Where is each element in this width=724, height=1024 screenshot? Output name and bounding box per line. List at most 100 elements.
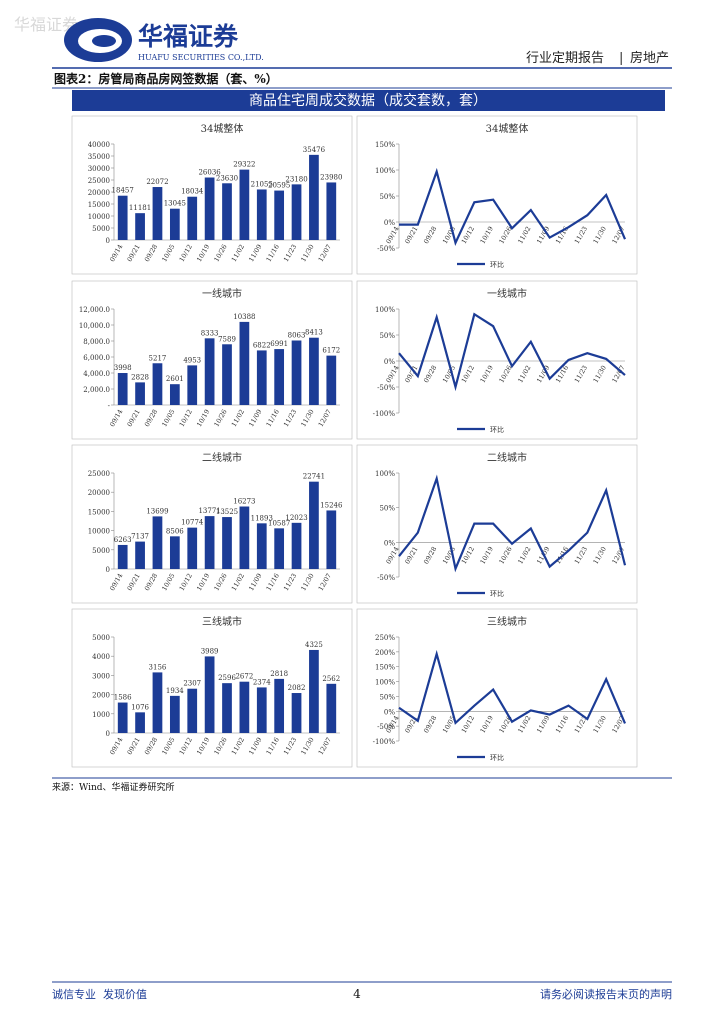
bar	[256, 523, 267, 569]
y-tick-label: 50%	[379, 332, 395, 340]
chart-title: 34城整体	[201, 122, 244, 135]
bar	[291, 522, 302, 569]
data-label: 6263	[114, 536, 132, 544]
bar	[204, 516, 215, 569]
data-label: 3989	[201, 647, 219, 655]
legend-label: 环比	[490, 425, 504, 434]
bar	[274, 349, 285, 405]
data-label: 3156	[149, 663, 167, 671]
y-tick-label: 15000	[88, 508, 110, 516]
bar	[326, 510, 337, 569]
bar	[169, 695, 180, 733]
data-label: 13045	[164, 200, 186, 208]
y-tick-label: 20000	[88, 489, 110, 497]
y-tick-label: 50%	[379, 693, 395, 701]
y-tick-label: -50%	[377, 245, 395, 253]
bar	[291, 693, 302, 733]
bar	[204, 338, 215, 405]
chart-title: 一线城市	[202, 287, 242, 300]
data-label: 6172	[322, 347, 340, 355]
chart-panel	[356, 115, 638, 275]
data-label: 23180	[285, 175, 307, 183]
data-label: 10587	[268, 519, 290, 527]
bar	[204, 656, 215, 733]
bar	[274, 678, 285, 733]
data-label: 7589	[218, 335, 236, 343]
y-tick-label: 0	[106, 566, 110, 574]
bar	[309, 154, 319, 240]
data-label: 13771	[198, 507, 220, 515]
bar	[187, 365, 198, 405]
y-tick-label: 250%	[375, 634, 395, 642]
bar	[169, 208, 180, 240]
data-label: 20595	[268, 182, 290, 190]
bar	[135, 382, 145, 405]
data-label: 10774	[181, 519, 204, 527]
data-label: 10388	[233, 313, 255, 321]
y-tick-label: -50%	[377, 723, 395, 731]
bar	[309, 649, 319, 733]
y-tick-label: 200%	[375, 649, 395, 657]
bar	[117, 373, 128, 405]
bar	[239, 681, 250, 733]
chart-panel	[356, 608, 638, 768]
line-series	[399, 167, 627, 247]
bar	[256, 350, 267, 405]
y-tick-label: 5000	[92, 547, 110, 555]
y-tick-label: -	[108, 402, 111, 410]
data-label: 29322	[233, 161, 255, 169]
bar	[222, 683, 232, 733]
y-tick-label: 6,000.0	[83, 354, 110, 362]
bar	[152, 187, 163, 240]
data-label: 15246	[320, 501, 343, 509]
data-label: 1076	[131, 703, 149, 711]
y-tick-label: 0	[106, 730, 110, 738]
chart-title: 二线城市	[487, 451, 527, 464]
data-label: 8063	[288, 331, 306, 339]
y-tick-label: 150%	[375, 141, 395, 149]
y-tick-label: 10,000.0	[79, 322, 110, 330]
bar	[169, 384, 180, 405]
page-number: 4	[353, 987, 361, 1001]
logo-text: 华福证券	[138, 22, 239, 51]
data-label: 2601	[166, 375, 184, 383]
data-label: 26036	[198, 169, 221, 177]
data-label: 11181	[129, 204, 151, 212]
bar	[222, 183, 232, 240]
data-label: 12023	[285, 514, 307, 522]
data-label: 8413	[305, 329, 323, 337]
y-tick-label: 2,000.0	[83, 386, 110, 394]
data-label: 2082	[288, 684, 306, 692]
bar	[309, 481, 319, 569]
y-tick-label: -100%	[373, 410, 396, 418]
bar	[204, 177, 215, 240]
bar	[256, 189, 267, 240]
figure-title: 图表2：房管局商品房网签数据（套、%）	[54, 71, 278, 86]
y-tick-label: 2000	[92, 692, 110, 700]
bar	[187, 196, 198, 240]
y-tick-label: 0%	[384, 539, 395, 547]
bar	[187, 688, 198, 733]
y-tick-label: 100%	[375, 470, 395, 478]
legend-label: 环比	[490, 753, 504, 762]
logo	[64, 18, 132, 62]
data-label: 18034	[181, 188, 204, 196]
data-label: 8333	[201, 329, 219, 337]
y-tick-label: 1000	[92, 711, 110, 719]
data-label: 2374	[253, 678, 271, 686]
chart-title: 三线城市	[202, 615, 242, 628]
y-tick-label: 20000	[88, 189, 110, 197]
y-tick-label: 0%	[384, 358, 395, 366]
bar	[239, 506, 250, 569]
logo-subtext: HUAFU SECURITIES CO.,LTD.	[138, 53, 264, 62]
bar	[222, 344, 232, 405]
logo-mark	[92, 35, 116, 47]
y-tick-label: 30000	[88, 165, 110, 173]
data-label: 6822	[253, 341, 271, 349]
footer-left: 诚信专业 发现价值	[52, 987, 147, 1001]
data-label: 21055	[251, 180, 273, 188]
bar	[326, 182, 337, 240]
y-tick-label: -50%	[377, 384, 395, 392]
data-label: 7137	[131, 533, 149, 541]
